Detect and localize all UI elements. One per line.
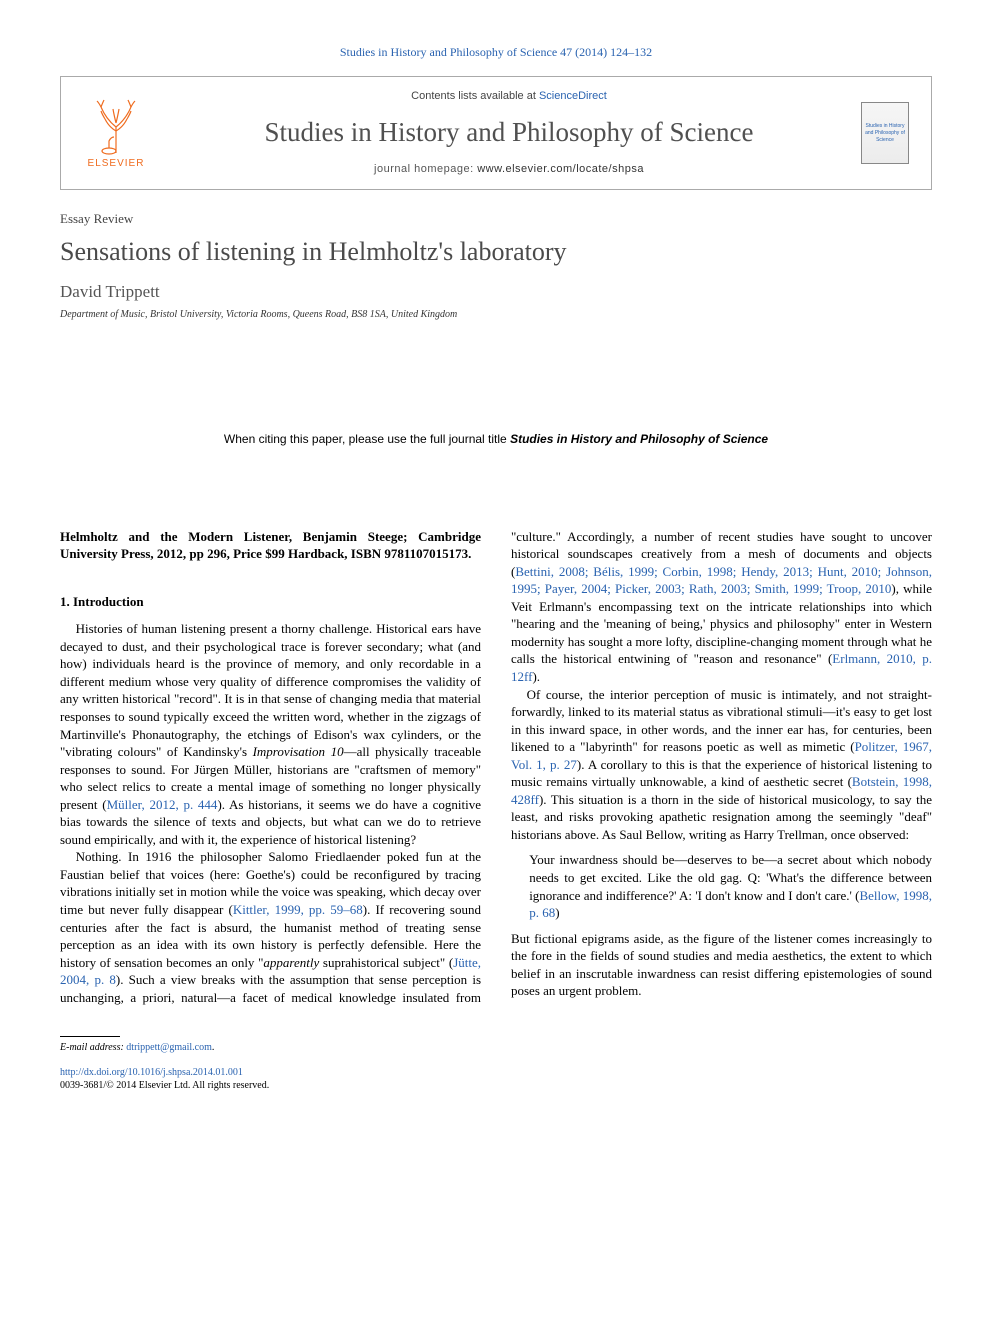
text-run: Histories of human listening present a t… [60, 621, 481, 759]
paragraph-4: But fictional epigrams aside, as the fig… [511, 930, 932, 1000]
author-name: David Trippett [60, 281, 932, 304]
doi-link[interactable]: http://dx.doi.org/10.1016/j.shpsa.2014.0… [60, 1067, 243, 1078]
text-run: ). This situation is a thorn in the side… [511, 792, 932, 842]
section-heading: 1. Introduction [60, 593, 481, 611]
running-citation: Studies in History and Philosophy of Sci… [60, 44, 932, 60]
cover-text: Studies in History and Philosophy of Sci… [865, 123, 905, 143]
email-label: E-mail address: [60, 1042, 124, 1053]
journal-homepage-line: journal homepage: www.elsevier.com/locat… [169, 162, 849, 177]
text-run: suprahistorical subject" ( [319, 955, 453, 970]
article-type-label: Essay Review [60, 210, 932, 228]
citation-link[interactable]: Müller, 2012, p. 444 [107, 797, 218, 812]
homepage-url[interactable]: www.elsevier.com/locate/shpsa [477, 163, 644, 175]
block-quote: Your inwardness should be—deserves to be… [529, 851, 932, 921]
elsevier-wordmark: ELSEVIER [88, 157, 145, 171]
footnote-rule [60, 1036, 120, 1037]
author-affiliation: Department of Music, Bristol University,… [60, 308, 932, 322]
italic-run: Improvisation 10 [253, 744, 344, 759]
paragraph-3: Of course, the interior perception of mu… [511, 686, 932, 844]
contents-available-line: Contents lists available at ScienceDirec… [169, 89, 849, 104]
article-title: Sensations of listening in Helmholtz's l… [60, 234, 932, 269]
email-line: E-mail address: dtrippett@gmail.com. [60, 1041, 932, 1054]
body-columns: Helmholtz and the Modern Listener, Benja… [60, 528, 932, 1007]
contents-prefix: Contents lists available at [411, 90, 539, 102]
homepage-prefix: journal homepage: [374, 163, 477, 175]
journal-title: Studies in History and Philosophy of Sci… [169, 114, 849, 150]
page: Studies in History and Philosophy of Sci… [0, 0, 992, 1132]
reviewed-book-reference: Helmholtz and the Modern Listener, Benja… [60, 528, 481, 563]
masthead-center: Contents lists available at ScienceDirec… [169, 89, 849, 177]
italic-run: apparently [263, 955, 319, 970]
copyright-line: 0039-3681/© 2014 Elsevier Ltd. All right… [60, 1079, 932, 1092]
text-run: ) [555, 905, 559, 920]
author-email-link[interactable]: dtrippett@gmail.com [126, 1042, 212, 1053]
journal-cover-thumbnail: Studies in History and Philosophy of Sci… [861, 102, 909, 164]
citing-note-prefix: When citing this paper, please use the f… [224, 432, 510, 446]
doi-line: http://dx.doi.org/10.1016/j.shpsa.2014.0… [60, 1066, 932, 1079]
paragraph-1: Histories of human listening present a t… [60, 620, 481, 848]
elsevier-logo: ELSEVIER [75, 97, 157, 171]
elsevier-tree-icon [90, 97, 142, 155]
citing-note: When citing this paper, please use the f… [60, 431, 932, 447]
sciencedirect-link[interactable]: ScienceDirect [539, 90, 607, 102]
masthead-box: ELSEVIER Contents lists available at Sci… [60, 76, 932, 190]
citation-link[interactable]: Bettini, 2008; Bélis, 1999; Corbin, 1998… [511, 564, 932, 597]
footer-block: E-mail address: dtrippett@gmail.com. htt… [60, 1041, 932, 1092]
citing-note-journal: Studies in History and Philosophy of Sci… [510, 432, 768, 446]
citation-link[interactable]: Kittler, 1999, pp. 59–68 [233, 902, 363, 917]
text-run: ). [532, 669, 540, 684]
